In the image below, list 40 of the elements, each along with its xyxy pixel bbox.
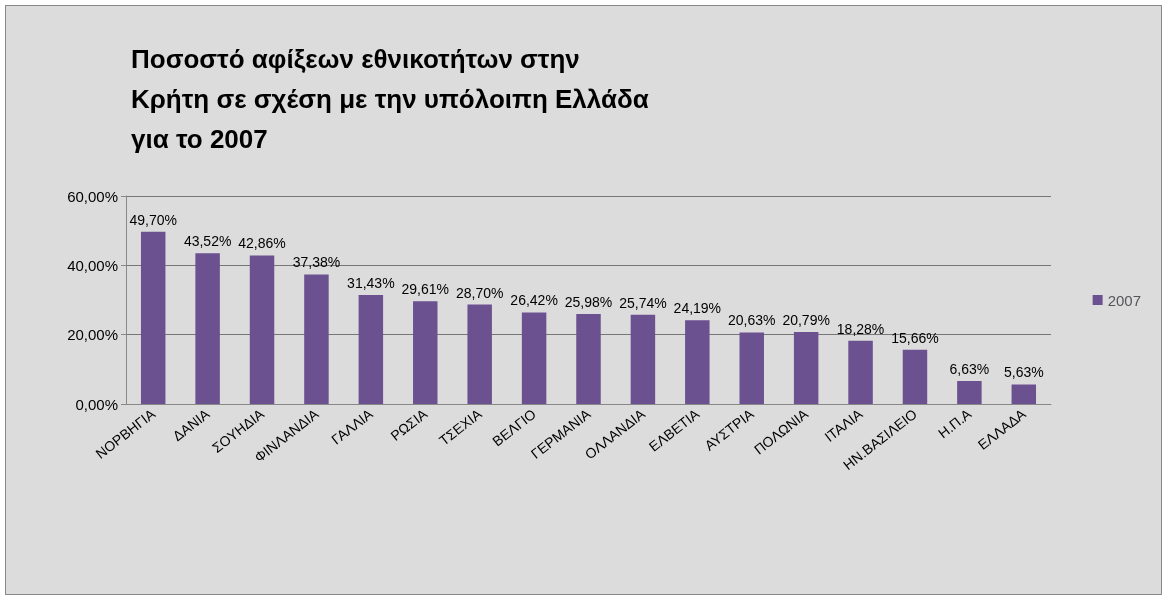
y-tick-label: 60,00% xyxy=(67,187,118,205)
bar xyxy=(195,253,220,404)
bar xyxy=(630,314,656,404)
y-tick-label: 40,00% xyxy=(67,256,118,274)
y-tick-label: 20,00% xyxy=(67,326,118,344)
bar xyxy=(793,331,819,404)
bar xyxy=(521,312,547,404)
bar xyxy=(576,313,601,404)
bar xyxy=(467,304,492,404)
bar xyxy=(957,381,982,404)
data-label: 25,98% xyxy=(564,293,613,310)
data-label: 37,38% xyxy=(292,254,341,271)
data-label: 43,52% xyxy=(183,233,232,250)
bar xyxy=(902,349,928,404)
data-label: 18,28% xyxy=(836,320,885,337)
data-label: 20,63% xyxy=(727,312,776,329)
data-label: 29,61% xyxy=(401,281,450,298)
data-label: 15,66% xyxy=(891,329,939,346)
data-label: 6,63% xyxy=(949,361,990,378)
bar xyxy=(413,301,438,404)
data-label: 26,42% xyxy=(510,292,558,309)
bar xyxy=(358,295,384,404)
data-label: 49,70% xyxy=(129,211,177,228)
data-label: 20,79% xyxy=(782,311,830,328)
bar xyxy=(249,255,275,404)
bar xyxy=(304,274,329,404)
y-tick-label: 0,00% xyxy=(75,395,118,413)
bar xyxy=(739,332,764,404)
chart-title: Ποσοστό αφίξεων εθνικοτήτων στην Κρήτη σε σχέση με την υπόλοιπη Ελλάδα για το 2007 xyxy=(131,44,656,154)
data-label: 25,74% xyxy=(619,294,667,311)
bar xyxy=(685,320,710,404)
data-label: 28,70% xyxy=(455,284,504,301)
bar xyxy=(1011,384,1037,404)
bar xyxy=(140,231,166,404)
bar xyxy=(848,340,873,404)
legend-label: 2007 xyxy=(1107,291,1142,309)
data-label: 42,86% xyxy=(238,235,286,252)
data-label: 31,43% xyxy=(347,275,395,292)
data-label: 5,63% xyxy=(1003,364,1044,381)
data-label: 24,19% xyxy=(673,300,722,317)
